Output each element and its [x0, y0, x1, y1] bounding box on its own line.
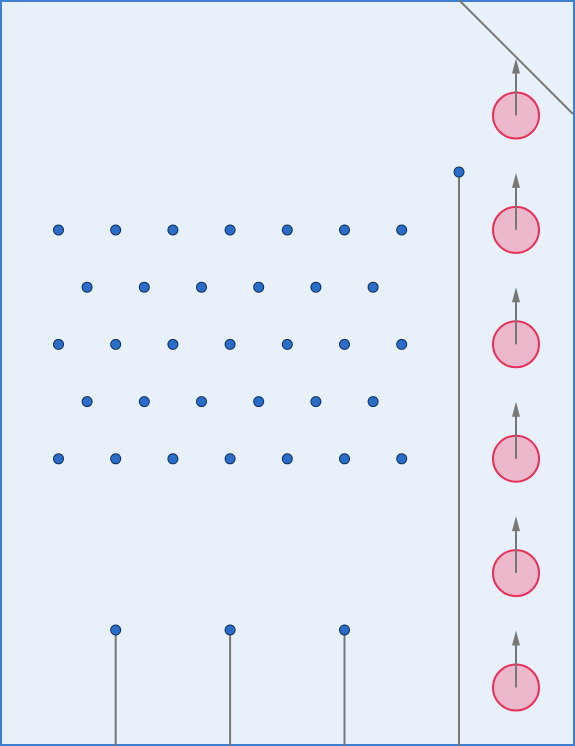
peg [281, 338, 293, 350]
peg [281, 224, 293, 236]
peg [110, 338, 122, 350]
launch-ball [492, 287, 540, 369]
peg [81, 281, 93, 293]
peg [339, 453, 350, 465]
peg [224, 453, 236, 465]
bin-divider-peg [110, 624, 122, 636]
peg [367, 281, 379, 293]
peg [196, 396, 207, 408]
arrow-up-icon [512, 58, 520, 74]
bin-dividers [110, 624, 350, 746]
corner-deflector [458, 0, 574, 115]
peg [339, 338, 350, 350]
launch-ball [492, 516, 540, 598]
peg [138, 396, 150, 408]
peg [167, 338, 179, 350]
bin-divider-peg [339, 624, 350, 636]
arrow-up-icon [512, 630, 520, 646]
peg [396, 453, 408, 465]
peg [196, 281, 207, 293]
peg [253, 281, 265, 293]
peg [110, 453, 122, 465]
peg [224, 224, 236, 236]
peg [53, 453, 64, 465]
peg-field [53, 224, 408, 465]
peg [167, 224, 179, 236]
launch-ball [492, 58, 540, 140]
arrow-up-icon [512, 287, 520, 303]
peg [138, 281, 150, 293]
peg [224, 338, 236, 350]
launch-lane-wall-peg [453, 166, 465, 178]
peg [281, 453, 293, 465]
peg [396, 338, 408, 350]
peg [310, 396, 322, 408]
peg [367, 396, 379, 408]
peg [253, 396, 265, 408]
arrow-up-icon [512, 516, 520, 532]
peg [339, 224, 350, 236]
peg [81, 396, 93, 408]
peg [53, 338, 64, 350]
arrow-up-icon [512, 172, 520, 188]
peg [310, 281, 322, 293]
peg [396, 224, 408, 236]
peg [53, 224, 64, 236]
arrow-up-icon [512, 401, 520, 417]
peg [110, 224, 122, 236]
launch-ball [492, 172, 540, 254]
launch-ball [492, 630, 540, 712]
launch-lane [492, 58, 540, 712]
bin-divider-peg [224, 624, 236, 636]
launch-ball [492, 401, 540, 483]
peg [167, 453, 179, 465]
